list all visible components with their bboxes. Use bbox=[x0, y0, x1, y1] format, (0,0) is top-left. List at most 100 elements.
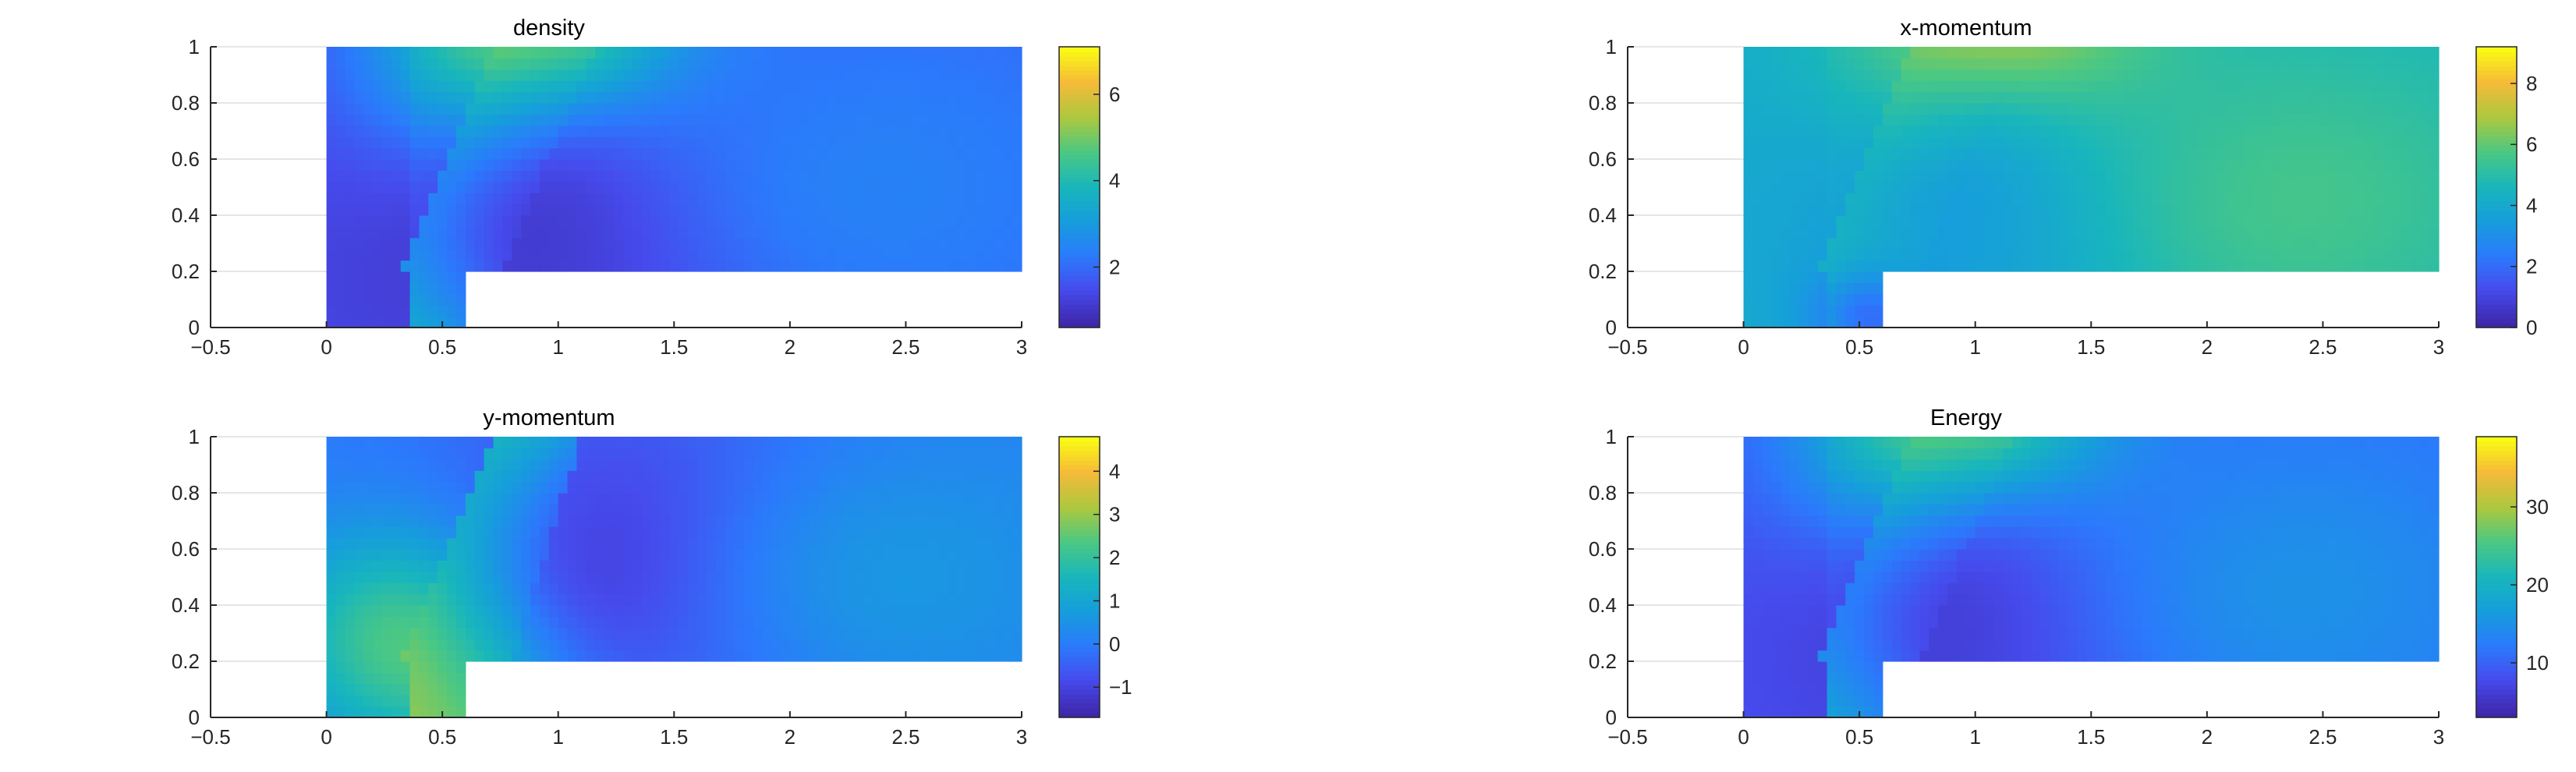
field-cell bbox=[947, 537, 958, 550]
field-cell bbox=[2244, 226, 2254, 239]
field-cell bbox=[734, 181, 745, 193]
field-cell bbox=[1817, 204, 1828, 216]
field-cell bbox=[1012, 571, 1022, 583]
field-cell bbox=[2179, 159, 2189, 171]
field-cell bbox=[2411, 193, 2421, 205]
field-cell bbox=[1790, 293, 1800, 306]
field-cell bbox=[512, 80, 522, 93]
field-cell bbox=[2160, 237, 2170, 250]
field-cell bbox=[2216, 136, 2227, 149]
field-cell bbox=[1891, 125, 1902, 137]
field-cell bbox=[901, 583, 911, 595]
field-cell bbox=[335, 515, 345, 527]
field-cell bbox=[771, 125, 781, 137]
field-cell bbox=[354, 80, 364, 93]
field-cell bbox=[966, 159, 976, 171]
field-cell bbox=[725, 114, 735, 126]
field-cell bbox=[984, 515, 994, 527]
field-cell bbox=[2105, 249, 2115, 261]
field-cell bbox=[614, 237, 624, 250]
field-cell bbox=[827, 91, 837, 104]
field-cell bbox=[363, 136, 374, 149]
field-cell bbox=[1901, 80, 1912, 93]
field-cell bbox=[2151, 159, 2162, 171]
field-cell bbox=[354, 549, 364, 561]
field-cell bbox=[2170, 204, 2180, 216]
field-cell bbox=[614, 650, 624, 662]
field-cell bbox=[873, 136, 884, 149]
field-cell bbox=[400, 204, 411, 216]
field-cell bbox=[465, 639, 476, 651]
field-cell bbox=[428, 639, 438, 651]
field-cell bbox=[975, 170, 986, 182]
field-cell bbox=[697, 481, 707, 494]
field-cell bbox=[1891, 80, 1902, 93]
field-cell bbox=[2337, 215, 2347, 227]
field-cell bbox=[1855, 159, 1865, 171]
field-cell bbox=[845, 616, 856, 629]
field-cell bbox=[929, 605, 939, 617]
field-cell bbox=[688, 605, 698, 617]
field-cell bbox=[1919, 47, 1929, 58]
field-cell bbox=[808, 91, 819, 104]
colorbar-segment bbox=[1059, 703, 1100, 709]
field-cell bbox=[576, 481, 586, 494]
field-cell bbox=[1919, 69, 1929, 81]
field-cell bbox=[391, 571, 402, 583]
field-cell bbox=[1993, 260, 2004, 272]
field-cell bbox=[2031, 47, 2041, 58]
field-cell bbox=[1845, 103, 1855, 115]
field-cell bbox=[919, 80, 930, 93]
field-cell bbox=[975, 193, 986, 205]
field-cell bbox=[919, 437, 930, 448]
field-cell bbox=[984, 103, 994, 115]
field-cell bbox=[2337, 237, 2347, 250]
field-cell bbox=[2216, 125, 2227, 137]
field-cell bbox=[2197, 58, 2208, 70]
field-cell bbox=[428, 260, 438, 272]
field-cell bbox=[1993, 249, 2004, 261]
field-cell bbox=[2373, 91, 2384, 104]
colorbar-segment bbox=[1059, 154, 1100, 160]
field-cell bbox=[1938, 114, 1948, 126]
field-cell bbox=[938, 639, 948, 651]
field-cell bbox=[2216, 103, 2227, 115]
field-cell bbox=[753, 571, 763, 583]
field-cell bbox=[697, 91, 707, 104]
colorbar-segment bbox=[1059, 225, 1100, 230]
field-cell bbox=[586, 650, 596, 662]
colorbar-segment bbox=[2476, 201, 2517, 207]
field-cell bbox=[2327, 181, 2337, 193]
field-cell bbox=[669, 437, 679, 448]
field-cell bbox=[845, 605, 856, 617]
field-cell bbox=[381, 616, 392, 629]
field-cell bbox=[929, 80, 939, 93]
field-cell bbox=[614, 470, 624, 483]
field-cell bbox=[753, 249, 763, 261]
field-cell bbox=[827, 80, 837, 93]
field-cell bbox=[2299, 80, 2310, 93]
field-cell bbox=[1910, 159, 1920, 171]
field-cell bbox=[2049, 91, 2060, 104]
field-cell bbox=[354, 114, 364, 126]
field-cell bbox=[1864, 181, 1874, 193]
field-cell bbox=[2160, 226, 2170, 239]
field-cell bbox=[2253, 170, 2263, 182]
field-cell bbox=[567, 616, 578, 629]
field-cell bbox=[2225, 226, 2236, 239]
field-cell bbox=[1855, 125, 1865, 137]
field-cell bbox=[1771, 114, 1781, 126]
field-cell bbox=[771, 537, 781, 550]
field-cell bbox=[335, 639, 345, 651]
field-cell bbox=[975, 249, 986, 261]
field-cell bbox=[2142, 249, 2153, 261]
field-cell bbox=[650, 593, 661, 606]
field-cell bbox=[345, 571, 355, 583]
field-cell bbox=[1975, 136, 1986, 149]
field-cell bbox=[1873, 226, 1883, 239]
field-cell bbox=[2253, 193, 2263, 205]
field-cell bbox=[381, 181, 392, 193]
field-cell bbox=[1938, 249, 1948, 261]
y-tick-label: 0.2 bbox=[1589, 260, 1617, 283]
field-cell bbox=[391, 181, 402, 193]
